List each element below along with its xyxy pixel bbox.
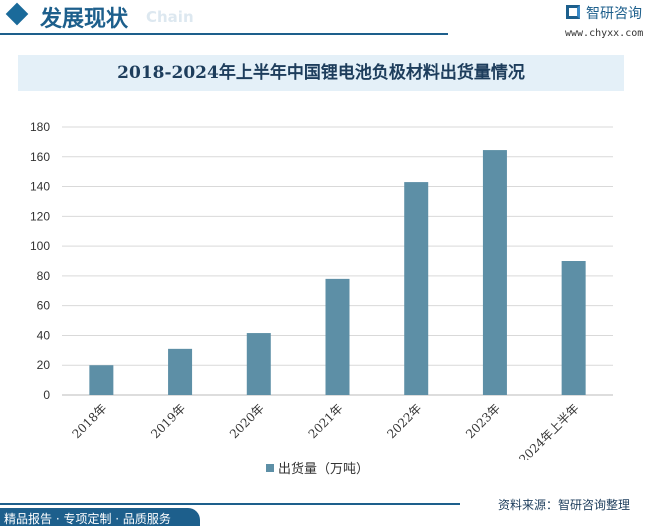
legend: 出货量（万吨） xyxy=(266,458,369,477)
legend-label: 出货量（万吨） xyxy=(278,462,370,477)
section-subtitle: Chain xyxy=(146,8,194,26)
footer-slogan: 精品报告 · 专项定制 · 品质服务 xyxy=(4,512,171,526)
y-tick-label: 160 xyxy=(30,150,50,164)
y-tick-label: 80 xyxy=(37,269,51,283)
bar-chart: 0 20 40 60 80 100 120 140 160 180 2018年 2019年 2020年 2… xyxy=(30,120,613,460)
y-tick-label: 20 xyxy=(37,358,51,372)
bar xyxy=(561,261,586,395)
x-tick-label: 2022年 xyxy=(384,401,424,441)
y-tick-label: 100 xyxy=(30,239,50,253)
bar xyxy=(168,348,193,395)
bar xyxy=(482,150,507,395)
x-tick-label: 2019年 xyxy=(148,401,188,441)
brand-url: www.chyxx.com xyxy=(565,28,644,39)
y-tick-label: 60 xyxy=(37,299,51,313)
y-tick-label: 140 xyxy=(30,180,50,194)
x-tick-label: 2023年 xyxy=(463,401,503,441)
brand-logo-icon xyxy=(566,5,580,19)
legend-swatch xyxy=(266,463,274,472)
x-tick-label: 2024年上半年 xyxy=(516,401,581,460)
bar xyxy=(404,182,429,395)
x-tick-label: 2020年 xyxy=(227,401,267,441)
y-tick-label: 120 xyxy=(30,209,50,223)
chart-title: 2018-2024年上半年中国锂电池负极材料出货量情况 xyxy=(117,63,525,83)
bar xyxy=(246,333,271,395)
footer-banner xyxy=(0,508,200,526)
footer-divider xyxy=(0,503,460,505)
y-tick-label: 40 xyxy=(37,328,51,342)
y-tick-label: 180 xyxy=(30,120,50,134)
section-title: 发展现状 xyxy=(40,6,129,32)
data-source: 资料来源：智研咨询整理 xyxy=(498,498,631,512)
bar xyxy=(325,278,350,395)
y-tick-label: 0 xyxy=(43,388,50,402)
bar xyxy=(89,365,114,395)
x-tick-label: 2021年 xyxy=(306,401,346,441)
header-divider xyxy=(0,33,448,35)
brand-name: 智研咨询 xyxy=(586,6,642,22)
chart-title-box: 2018-2024年上半年中国锂电池负极材料出货量情况 xyxy=(18,55,624,91)
x-tick-label: 2018年 xyxy=(69,401,109,441)
